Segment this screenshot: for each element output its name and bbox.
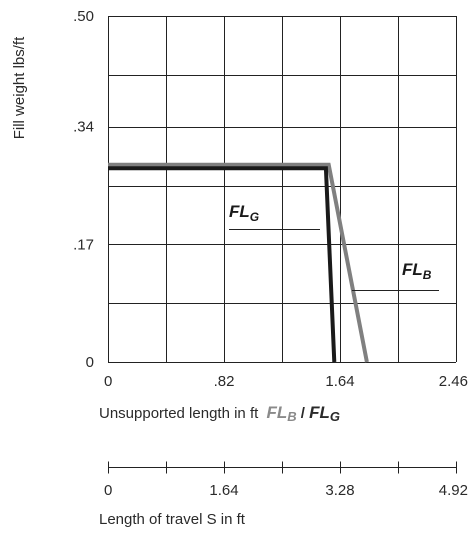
- y-tick-label: 0: [86, 354, 94, 371]
- x-axis-title-series-g-sub: G: [330, 409, 340, 424]
- y-tick-label: .17: [73, 236, 94, 253]
- series-line-flb: [108, 162, 369, 363]
- x-tick-label: 2.46: [439, 373, 468, 390]
- x-tick-labels: 0 .82 1.64 2.46: [104, 373, 468, 390]
- travel-axis-tick-labels: 0 1.64 3.28 4.92: [104, 482, 468, 499]
- series-label-flg: FLG: [229, 202, 259, 224]
- x-axis-title-series-b: FL: [266, 403, 287, 422]
- x-tick-label: 0: [104, 373, 112, 390]
- x-tick-label: 1.64: [325, 373, 354, 390]
- travel-tick-label: 4.92: [439, 482, 468, 499]
- travel-tick-label: 0: [104, 482, 112, 499]
- series-lines: [108, 162, 369, 363]
- x-axis-title: Unsupported length in ft FLB / FLG: [99, 403, 340, 424]
- travel-tick-label: 1.64: [209, 482, 238, 499]
- x-axis-title-separator: /: [297, 405, 310, 422]
- x-axis-title-series-b-sub: B: [287, 409, 296, 424]
- x-tick-label: .82: [214, 373, 235, 390]
- series-line-flg: [108, 166, 337, 363]
- series-labels: FLG FLB: [229, 202, 439, 291]
- series-label-flb: FLB: [402, 260, 432, 282]
- travel-tick-label: 3.28: [325, 482, 354, 499]
- grid: [108, 16, 457, 363]
- x-axis-title-prefix: Unsupported length in ft: [99, 405, 259, 422]
- x-axis-title-series-g: FL: [309, 403, 330, 422]
- y-tick-labels: 0 .17 .34 .50: [73, 8, 94, 371]
- y-axis-title: Fill weight lbs/ft: [11, 36, 28, 139]
- y-tick-label: .50: [73, 8, 94, 25]
- travel-axis: [108, 461, 457, 474]
- y-tick-label: .34: [73, 119, 94, 136]
- travel-axis-title: Length of travel S in ft: [99, 511, 246, 528]
